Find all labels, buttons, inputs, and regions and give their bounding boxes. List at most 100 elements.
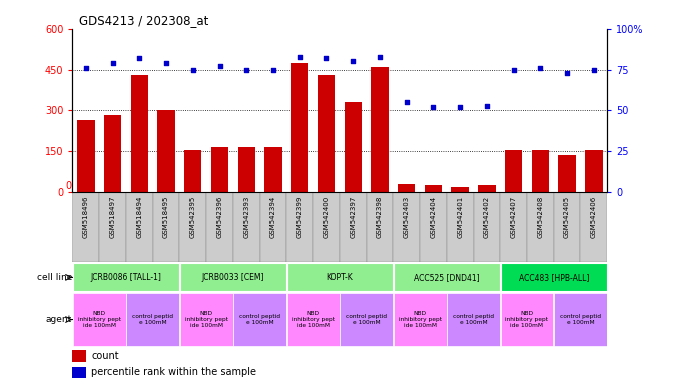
Text: 0: 0 [65, 181, 71, 191]
Bar [532, 150, 549, 192]
Bar [264, 147, 282, 192]
Bar [340, 293, 393, 346]
Bar [259, 192, 286, 262]
Bar [126, 293, 179, 346]
Point [187, 66, 198, 73]
Bar [585, 150, 602, 192]
Bar [184, 150, 201, 192]
Bar [130, 75, 148, 192]
Bar [447, 192, 473, 262]
Bar [99, 192, 126, 262]
Text: cell line: cell line [37, 273, 72, 282]
Bar [237, 147, 255, 192]
Point [348, 58, 359, 65]
Text: GSM542395: GSM542395 [190, 196, 196, 238]
Text: GSM542401: GSM542401 [457, 196, 463, 238]
Bar [152, 192, 179, 262]
Text: GSM542405: GSM542405 [564, 196, 570, 238]
Text: GSM542407: GSM542407 [511, 196, 517, 238]
Text: KOPT-K: KOPT-K [326, 273, 353, 282]
Text: GSM542408: GSM542408 [538, 196, 543, 238]
Bar [371, 67, 388, 192]
Bar [211, 147, 228, 192]
Text: count: count [91, 351, 119, 361]
Bar [393, 192, 420, 262]
Bar [179, 293, 233, 346]
Bar [366, 192, 393, 262]
Bar [157, 111, 175, 192]
Point [401, 99, 412, 105]
Bar [339, 192, 366, 262]
Point [455, 104, 466, 110]
Text: GSM518496: GSM518496 [83, 196, 89, 238]
Point [482, 103, 493, 109]
Bar [500, 263, 607, 291]
Bar [179, 192, 206, 262]
Text: NBD
inhibitory pept
ide 100mM: NBD inhibitory pept ide 100mM [399, 311, 442, 328]
Text: NBD
inhibitory pept
ide 100mM: NBD inhibitory pept ide 100mM [185, 311, 228, 328]
Bar [286, 192, 313, 262]
Point [428, 104, 439, 110]
Text: GSM542398: GSM542398 [377, 196, 383, 238]
Bar [104, 114, 121, 192]
Point [535, 65, 546, 71]
Bar [344, 102, 362, 192]
Bar [179, 263, 286, 291]
Text: GSM542402: GSM542402 [484, 196, 490, 238]
Bar [126, 192, 152, 262]
Bar [420, 192, 447, 262]
Text: NBD
inhibitory pept
ide 100mM: NBD inhibitory pept ide 100mM [506, 311, 549, 328]
Bar [286, 293, 339, 346]
Text: GSM518495: GSM518495 [163, 196, 169, 238]
Bar [553, 192, 580, 262]
Bar [500, 293, 553, 346]
Point [241, 66, 252, 73]
Text: GSM542396: GSM542396 [217, 196, 222, 238]
Text: GSM518497: GSM518497 [110, 196, 115, 238]
Bar [425, 185, 442, 192]
Bar [286, 263, 393, 291]
Bar [77, 120, 95, 192]
Point [134, 55, 145, 61]
Text: control peptid
e 100mM: control peptid e 100mM [132, 314, 173, 325]
Text: ACC525 [DND41]: ACC525 [DND41] [414, 273, 480, 282]
Bar [72, 192, 99, 262]
Bar [473, 192, 500, 262]
Bar [580, 192, 607, 262]
Text: GSM542397: GSM542397 [351, 196, 356, 238]
Text: NBD
inhibitory pept
ide 100mM: NBD inhibitory pept ide 100mM [292, 311, 335, 328]
Bar [72, 367, 86, 379]
Bar [72, 293, 126, 346]
Point [508, 66, 519, 73]
Bar [451, 187, 469, 192]
Text: GSM542406: GSM542406 [591, 196, 597, 238]
Point [562, 70, 573, 76]
Bar [527, 192, 553, 262]
Bar [393, 263, 500, 291]
Bar [72, 263, 179, 291]
Text: JCRB0086 [TALL-1]: JCRB0086 [TALL-1] [90, 273, 161, 282]
Text: GSM542393: GSM542393 [244, 196, 249, 238]
Bar [291, 63, 308, 192]
Bar [398, 184, 415, 192]
Point [80, 65, 91, 71]
Text: GSM542403: GSM542403 [404, 196, 410, 238]
Point [268, 66, 279, 73]
Text: JCRB0033 [CEM]: JCRB0033 [CEM] [201, 273, 264, 282]
Bar [478, 185, 495, 192]
Bar [558, 156, 575, 192]
Point [589, 66, 600, 73]
Text: GSM542400: GSM542400 [324, 196, 329, 238]
Text: GSM542404: GSM542404 [431, 196, 436, 238]
Bar [393, 293, 446, 346]
Point [294, 53, 305, 60]
Text: GDS4213 / 202308_at: GDS4213 / 202308_at [79, 14, 208, 27]
Text: GSM542394: GSM542394 [270, 196, 276, 238]
Text: agent: agent [46, 315, 72, 324]
Bar [554, 293, 607, 346]
Text: GSM518494: GSM518494 [137, 196, 142, 238]
Text: ACC483 [HPB-ALL]: ACC483 [HPB-ALL] [519, 273, 589, 282]
Point [107, 60, 118, 66]
Bar [206, 192, 233, 262]
Bar [233, 293, 286, 346]
